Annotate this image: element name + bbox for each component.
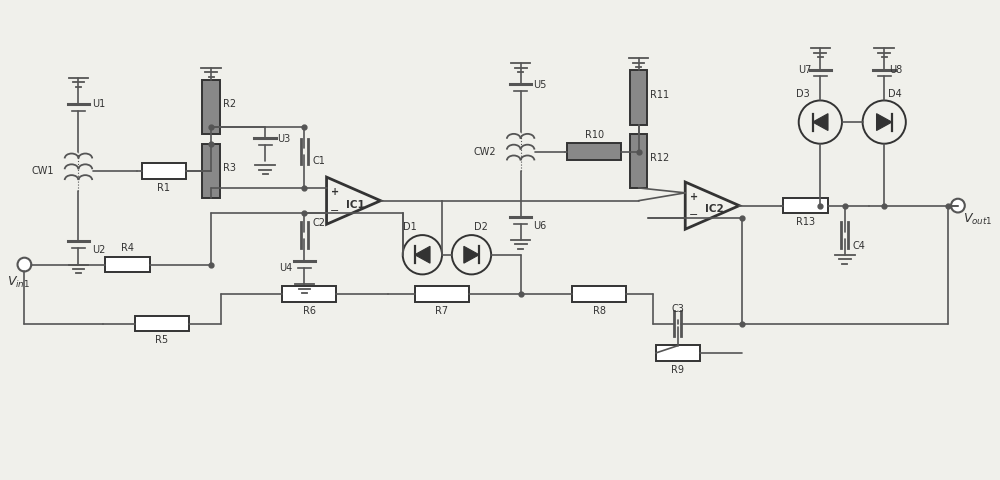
Text: C3: C3 [671,304,684,314]
Bar [630,71,647,124]
Text: D2: D2 [474,222,488,232]
Text: R8: R8 [593,306,606,316]
Bar [567,143,621,160]
Bar [142,163,186,179]
Bar [282,286,336,302]
Text: R9: R9 [671,365,684,375]
Text: R2: R2 [223,99,236,109]
Bar [630,134,647,189]
Text: R7: R7 [435,306,449,316]
Text: R12: R12 [650,154,670,164]
Text: C1: C1 [312,156,325,167]
Text: −: − [330,205,340,216]
Bar [783,198,828,214]
Text: CW1: CW1 [31,166,54,176]
Text: R5: R5 [155,335,169,345]
Text: +: + [690,192,698,202]
Polygon shape [464,246,479,263]
Text: C2: C2 [312,218,325,228]
Text: C4: C4 [853,241,866,251]
Text: −: − [689,210,698,220]
Polygon shape [877,114,892,131]
Bar [135,316,189,331]
Text: R3: R3 [223,163,236,173]
Text: U2: U2 [92,245,106,255]
Text: U1: U1 [92,99,105,109]
Text: D4: D4 [888,89,902,98]
Text: U5: U5 [533,80,547,90]
Text: U6: U6 [533,221,547,231]
Bar [572,286,626,302]
Circle shape [18,258,31,272]
Text: R11: R11 [650,90,669,99]
Text: R13: R13 [796,217,815,228]
Bar [202,80,220,134]
Text: IC2: IC2 [705,204,724,215]
Text: D3: D3 [796,89,810,98]
Text: D1: D1 [403,222,416,232]
Text: U8: U8 [889,65,902,75]
Bar [415,286,469,302]
Text: U7: U7 [798,65,811,75]
Circle shape [951,199,965,213]
Text: R10: R10 [585,130,604,140]
Text: R4: R4 [121,243,134,253]
Polygon shape [415,246,430,263]
Bar [202,144,220,198]
Polygon shape [813,114,828,131]
Text: U4: U4 [279,263,292,273]
Text: CW2: CW2 [473,146,496,156]
Bar [105,257,150,273]
Text: R6: R6 [303,306,316,316]
Text: U3: U3 [277,134,290,144]
Text: $V_{out1}$: $V_{out1}$ [963,212,992,228]
Bar [656,345,700,361]
Text: IC1: IC1 [346,200,365,210]
Text: R1: R1 [157,183,170,193]
Text: +: + [331,187,339,197]
Text: $V_{in1}$: $V_{in1}$ [7,275,30,290]
